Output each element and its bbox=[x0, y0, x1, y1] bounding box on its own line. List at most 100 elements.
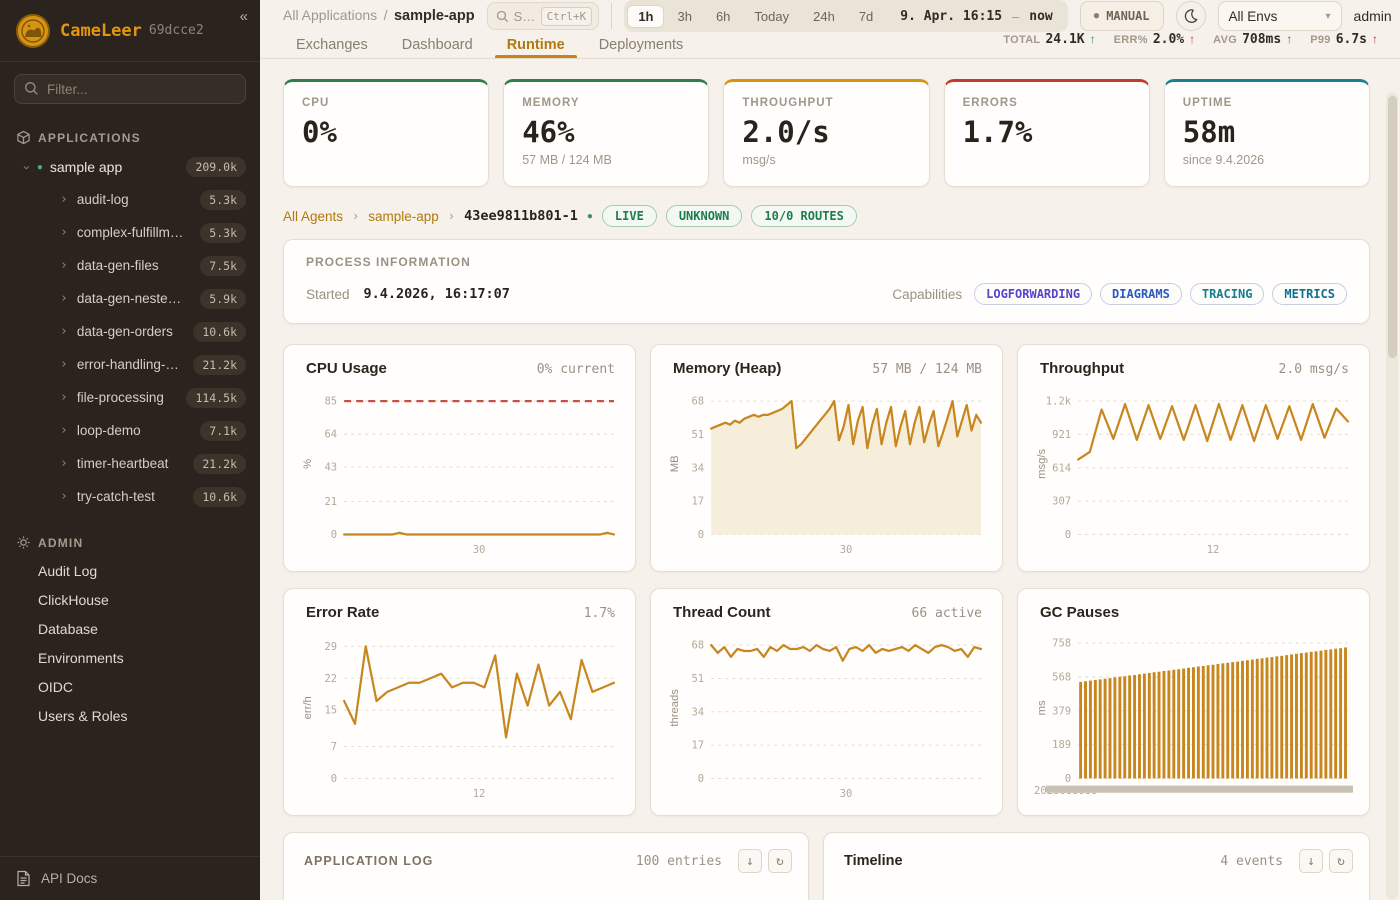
manual-refresh-button[interactable]: ● MANUAL bbox=[1079, 1, 1164, 31]
download-button[interactable]: ↓ bbox=[1299, 849, 1323, 873]
tab-exchanges[interactable]: Exchanges bbox=[296, 37, 368, 53]
svg-text:68: 68 bbox=[691, 395, 704, 408]
svg-text:307: 307 bbox=[1052, 495, 1071, 508]
capability-badge-metrics: METRICS bbox=[1272, 283, 1347, 305]
sidebar-item-sample-app[interactable]: › ● sample app 209.0k bbox=[0, 151, 260, 183]
range-today[interactable]: Today bbox=[754, 8, 790, 24]
document-icon bbox=[17, 870, 30, 887]
sidebar-item-audit-log-admin[interactable]: Audit Log bbox=[38, 562, 98, 579]
dot-icon: ● bbox=[1093, 11, 1100, 21]
metric-value: 46% bbox=[522, 115, 575, 149]
sidebar-item-data-gen-orders[interactable]: › data-gen-orders 10.6k bbox=[0, 315, 260, 348]
range-end-now[interactable]: now bbox=[1029, 8, 1053, 24]
range-3h[interactable]: 3h bbox=[677, 8, 692, 24]
sidebar-item-loop-demo[interactable]: › loop-demo 7.1k bbox=[0, 414, 260, 447]
svg-text:34: 34 bbox=[691, 705, 704, 718]
svg-text:12: 12 bbox=[473, 787, 486, 800]
metric-sub: msg/s bbox=[742, 153, 776, 167]
sidebar-item-users-roles[interactable]: Users & Roles bbox=[38, 707, 128, 724]
sidebar-item-database[interactable]: Database bbox=[38, 620, 98, 637]
tab-deployments[interactable]: Deployments bbox=[598, 37, 684, 53]
download-button[interactable]: ↓ bbox=[737, 849, 762, 873]
entries-count: 100 entries bbox=[635, 853, 722, 869]
breadcrumb-all-agents[interactable]: All Agents bbox=[283, 208, 344, 224]
chevron-right-icon: › bbox=[60, 390, 68, 405]
sidebar-collapse-icon[interactable]: « bbox=[239, 8, 248, 25]
sidebar-item-environments[interactable]: Environments bbox=[38, 649, 124, 666]
sidebar-item-timer-heartbeat[interactable]: › timer-heartbeat 21.2k bbox=[0, 447, 260, 480]
tab-runtime[interactable]: Runtime bbox=[494, 32, 577, 58]
brand-name: CameLeer bbox=[60, 20, 142, 41]
sidebar-item-audit-log[interactable]: › audit-log 5.3k bbox=[0, 183, 260, 216]
breadcrumb-all-applications[interactable]: All Applications bbox=[283, 7, 378, 23]
range-7d[interactable]: 7d bbox=[858, 8, 874, 24]
sidebar-item-try-catch-test[interactable]: › try-catch-test 10.6k bbox=[0, 480, 260, 513]
count-badge: 21.2k bbox=[193, 453, 246, 474]
svg-text:30: 30 bbox=[840, 543, 853, 556]
status-badge-live: LIVE bbox=[601, 205, 657, 227]
svg-text:err/h: err/h bbox=[302, 696, 314, 719]
metric-sub: 57 MB / 124 MB bbox=[522, 153, 612, 167]
range-6h[interactable]: 6h bbox=[715, 8, 731, 24]
sidebar-item-complex-fulfillment[interactable]: › complex-fulfillm… 5.3k bbox=[0, 216, 260, 249]
tab-dashboard[interactable]: Dashboard bbox=[401, 37, 473, 53]
scrollbar-thumb[interactable] bbox=[1387, 96, 1397, 358]
range-start-datetime[interactable]: 9. Apr. 16:15 bbox=[900, 8, 1003, 24]
process-information-panel: PROCESS INFORMATION Started 9.4.2026, 16… bbox=[283, 239, 1370, 324]
api-docs-link[interactable]: API Docs bbox=[0, 856, 260, 900]
count-badge: 7.5k bbox=[200, 255, 246, 276]
chevron-right-icon: › bbox=[60, 357, 68, 372]
sidebar-item-error-handling[interactable]: › error-handling-… 21.2k bbox=[0, 348, 260, 381]
search-icon bbox=[496, 10, 508, 22]
chevron-right-icon: › bbox=[60, 456, 68, 471]
svg-text:threads: threads bbox=[669, 689, 681, 727]
svg-text:7: 7 bbox=[331, 740, 337, 753]
cube-icon bbox=[17, 130, 30, 145]
svg-text:1.2k: 1.2k bbox=[1046, 394, 1072, 407]
env-select[interactable]: All Envs ▾ bbox=[1217, 1, 1342, 31]
sidebar-item-file-processing[interactable]: › file-processing 114.5k bbox=[0, 381, 260, 414]
shortcut-badge: Ctrl+K bbox=[540, 6, 593, 26]
svg-text:0: 0 bbox=[698, 772, 704, 785]
refresh-icon: ↻ bbox=[776, 853, 784, 869]
chevron-right-icon: › bbox=[60, 291, 68, 306]
chart-gc-pauses: GC Pauses 7585683791890ms2028888888 bbox=[1017, 588, 1370, 816]
chart-error-rate: Error Rate 1.7% 29 22 15 7 0 err/h 12 bbox=[283, 588, 636, 816]
range-24h[interactable]: 24h bbox=[813, 8, 835, 24]
range-1h[interactable]: 1h bbox=[627, 4, 665, 28]
sidebar-item-data-gen-files[interactable]: › data-gen-files 7.5k bbox=[0, 249, 260, 282]
download-icon: ↓ bbox=[746, 853, 754, 869]
count-badge: 5.9k bbox=[200, 288, 246, 309]
download-icon: ↓ bbox=[1307, 853, 1315, 869]
sidebar-item-clickhouse[interactable]: ClickHouse bbox=[38, 591, 109, 608]
sidebar-item-oidc[interactable]: OIDC bbox=[38, 678, 73, 695]
refresh-button[interactable]: ↻ bbox=[767, 849, 792, 873]
search-input[interactable] bbox=[513, 8, 536, 24]
trend-up-icon: ↑ bbox=[1372, 32, 1378, 46]
filter-input[interactable] bbox=[14, 74, 246, 104]
status-dot: ● bbox=[36, 161, 43, 173]
app-name: sample app bbox=[49, 159, 123, 175]
chevron-right-icon: › bbox=[60, 324, 68, 339]
user-label: admin bbox=[1353, 8, 1392, 24]
started-value: 9.4.2026, 16:17:07 bbox=[363, 286, 510, 302]
applications-section-header: APPLICATIONS bbox=[0, 124, 260, 151]
theme-toggle-button[interactable] bbox=[1175, 1, 1206, 31]
metric-card-memory: MEMORY 46% 57 MB / 124 MB bbox=[503, 79, 710, 187]
breadcrumb-sample-app[interactable]: sample-app bbox=[368, 208, 439, 224]
refresh-button[interactable]: ↻ bbox=[1329, 849, 1353, 873]
topbar: All Applications / sample-app Ctrl+K 1h … bbox=[260, 0, 1400, 32]
breadcrumb: All Applications / sample-app bbox=[283, 7, 475, 24]
gc-pauses-chart: 7585683791890ms2028888888 bbox=[1034, 636, 1353, 797]
chart-thread-count: Thread Count 66 active 68 51 34 17 0 threads 3… bbox=[650, 588, 1003, 816]
chevron-right-icon: › bbox=[60, 489, 68, 504]
sidebar-item-data-gen-nested[interactable]: › data-gen-neste… 5.9k bbox=[0, 282, 260, 315]
cpu-usage-chart: 85 64 43 21 0% 30 bbox=[302, 395, 616, 556]
count-badge: 114.5k bbox=[186, 387, 246, 408]
scrollbar[interactable] bbox=[1386, 92, 1398, 900]
global-search[interactable]: Ctrl+K bbox=[486, 2, 600, 30]
sidebar-filter bbox=[14, 74, 246, 104]
panel-title: APPLICATION LOG bbox=[304, 854, 434, 868]
metric-card-uptime: UPTIME 58m since 9.4.2026 bbox=[1163, 79, 1370, 187]
svg-text:51: 51 bbox=[691, 428, 704, 441]
